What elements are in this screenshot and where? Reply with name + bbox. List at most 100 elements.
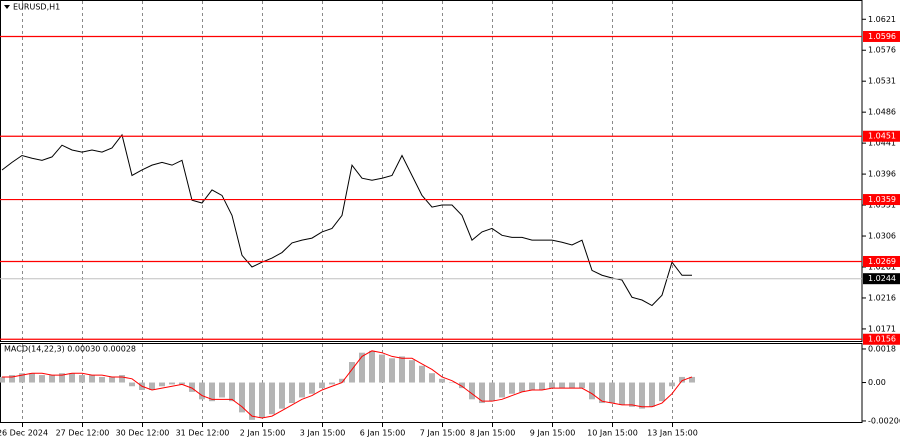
histogram-bar xyxy=(39,375,45,383)
histogram-bar xyxy=(209,382,215,402)
signal-line xyxy=(2,350,693,419)
x-tick-label: 30 Dec 12:00 xyxy=(116,429,170,438)
histogram-bar xyxy=(599,382,605,404)
y-tick-label: 1.0306 xyxy=(868,232,896,241)
histogram-bar xyxy=(619,382,625,405)
last-price-box xyxy=(863,273,900,285)
chart-title: EURUSD,H1 xyxy=(13,3,60,12)
histogram-bar xyxy=(199,382,205,400)
histogram-bar xyxy=(339,378,345,383)
histogram-bar xyxy=(329,382,335,385)
histogram-bar xyxy=(549,382,555,389)
histogram-bar xyxy=(159,382,165,387)
histogram-bar xyxy=(559,382,565,389)
histogram-bar xyxy=(29,373,35,383)
x-tick-label: 6 Jan 15:00 xyxy=(360,429,406,438)
histogram-bar xyxy=(419,365,425,383)
price-line xyxy=(1,133,692,307)
histogram-bar xyxy=(439,378,445,383)
level-label-box xyxy=(863,255,900,267)
histogram-bar xyxy=(349,362,355,383)
histogram-bar xyxy=(509,382,515,394)
histogram-bar xyxy=(589,382,595,400)
histogram-bar xyxy=(659,382,665,402)
level-label: 1.0451 xyxy=(868,132,896,141)
histogram-bar xyxy=(189,382,195,392)
y-tick-label: 1.0396 xyxy=(868,170,896,179)
histogram-bar xyxy=(629,382,635,407)
histogram-bar xyxy=(99,376,105,383)
histogram-bar xyxy=(119,375,125,383)
histogram-bar xyxy=(89,375,95,383)
histogram-bar xyxy=(259,382,265,418)
histogram-bar xyxy=(689,376,695,383)
histogram-bar xyxy=(539,382,545,390)
histogram-bar xyxy=(609,382,615,404)
histogram-bar xyxy=(109,376,115,383)
y-tick-label: 1.0351 xyxy=(868,201,896,210)
histogram-bar xyxy=(229,382,235,402)
y-tick-label: 0.00 xyxy=(868,378,886,387)
y-tick-label: 1.0621 xyxy=(868,15,896,24)
histogram-bar xyxy=(469,382,475,400)
y-tick-label: 1.0216 xyxy=(868,293,896,302)
histogram-bar xyxy=(569,382,575,389)
x-tick-label: 3 Jan 15:00 xyxy=(300,429,346,438)
histogram-bar xyxy=(649,382,655,407)
x-tick-label: 2 Jan 15:00 xyxy=(240,429,286,438)
level-label: 1.0596 xyxy=(868,32,896,41)
histogram-bar xyxy=(529,382,535,390)
histogram-bar xyxy=(479,382,485,404)
y-tick-label: 1.0576 xyxy=(868,46,896,55)
y-tick-label: 1.0261 xyxy=(868,262,896,271)
x-tick-label: 13 Jan 15:00 xyxy=(647,429,698,438)
histogram-bar xyxy=(269,382,275,415)
histogram-bar xyxy=(379,354,385,383)
histogram-bar xyxy=(59,373,65,383)
histogram-bar xyxy=(429,373,435,383)
histogram-bar xyxy=(149,382,155,390)
histogram-bar xyxy=(249,382,255,420)
histogram-bar xyxy=(319,382,325,389)
histogram-bar xyxy=(129,382,135,387)
symbol-icon xyxy=(4,5,10,9)
y-tick-label: -0.00206 xyxy=(868,416,900,425)
histogram-bar xyxy=(389,358,395,383)
last-price-label: 1.0244 xyxy=(868,274,896,283)
histogram-bar xyxy=(0,376,5,383)
histogram-bar xyxy=(69,373,75,383)
x-tick-label: 7 Jan 15:00 xyxy=(420,429,466,438)
level-label-box xyxy=(863,333,900,345)
indicator-title: MACD(14,22,3) 0.00030 0.00028 xyxy=(4,345,136,354)
histogram-bar xyxy=(409,360,415,383)
histogram-bar xyxy=(679,376,685,383)
x-tick-label: 10 Jan 15:00 xyxy=(587,429,638,438)
x-tick-label: 9 Jan 15:00 xyxy=(530,429,576,438)
histogram-bar xyxy=(669,382,675,387)
level-label: 1.0359 xyxy=(868,195,896,204)
histogram-bar xyxy=(19,373,25,383)
histogram-bar xyxy=(309,382,315,394)
level-label-box xyxy=(863,130,900,142)
y-tick-label: 1.0171 xyxy=(868,324,896,333)
level-label-box xyxy=(863,30,900,42)
histogram-bar xyxy=(499,382,505,398)
y-tick-label: 1.0531 xyxy=(868,77,896,86)
histogram-bar xyxy=(9,375,15,383)
histogram-bar xyxy=(169,382,175,385)
histogram-bar xyxy=(519,382,525,392)
x-tick-label: 26 Dec 2024 xyxy=(0,429,48,438)
histogram-bar xyxy=(399,356,405,383)
histogram-bar xyxy=(299,382,305,398)
level-label: 1.0269 xyxy=(868,257,896,266)
panel-frame xyxy=(0,0,863,342)
x-tick-label: 8 Jan 15:00 xyxy=(470,429,516,438)
histogram-bar xyxy=(179,382,185,385)
level-label-box xyxy=(863,194,900,206)
histogram-bar xyxy=(639,382,645,409)
histogram-bar xyxy=(79,375,85,383)
histogram-bar xyxy=(49,375,55,383)
